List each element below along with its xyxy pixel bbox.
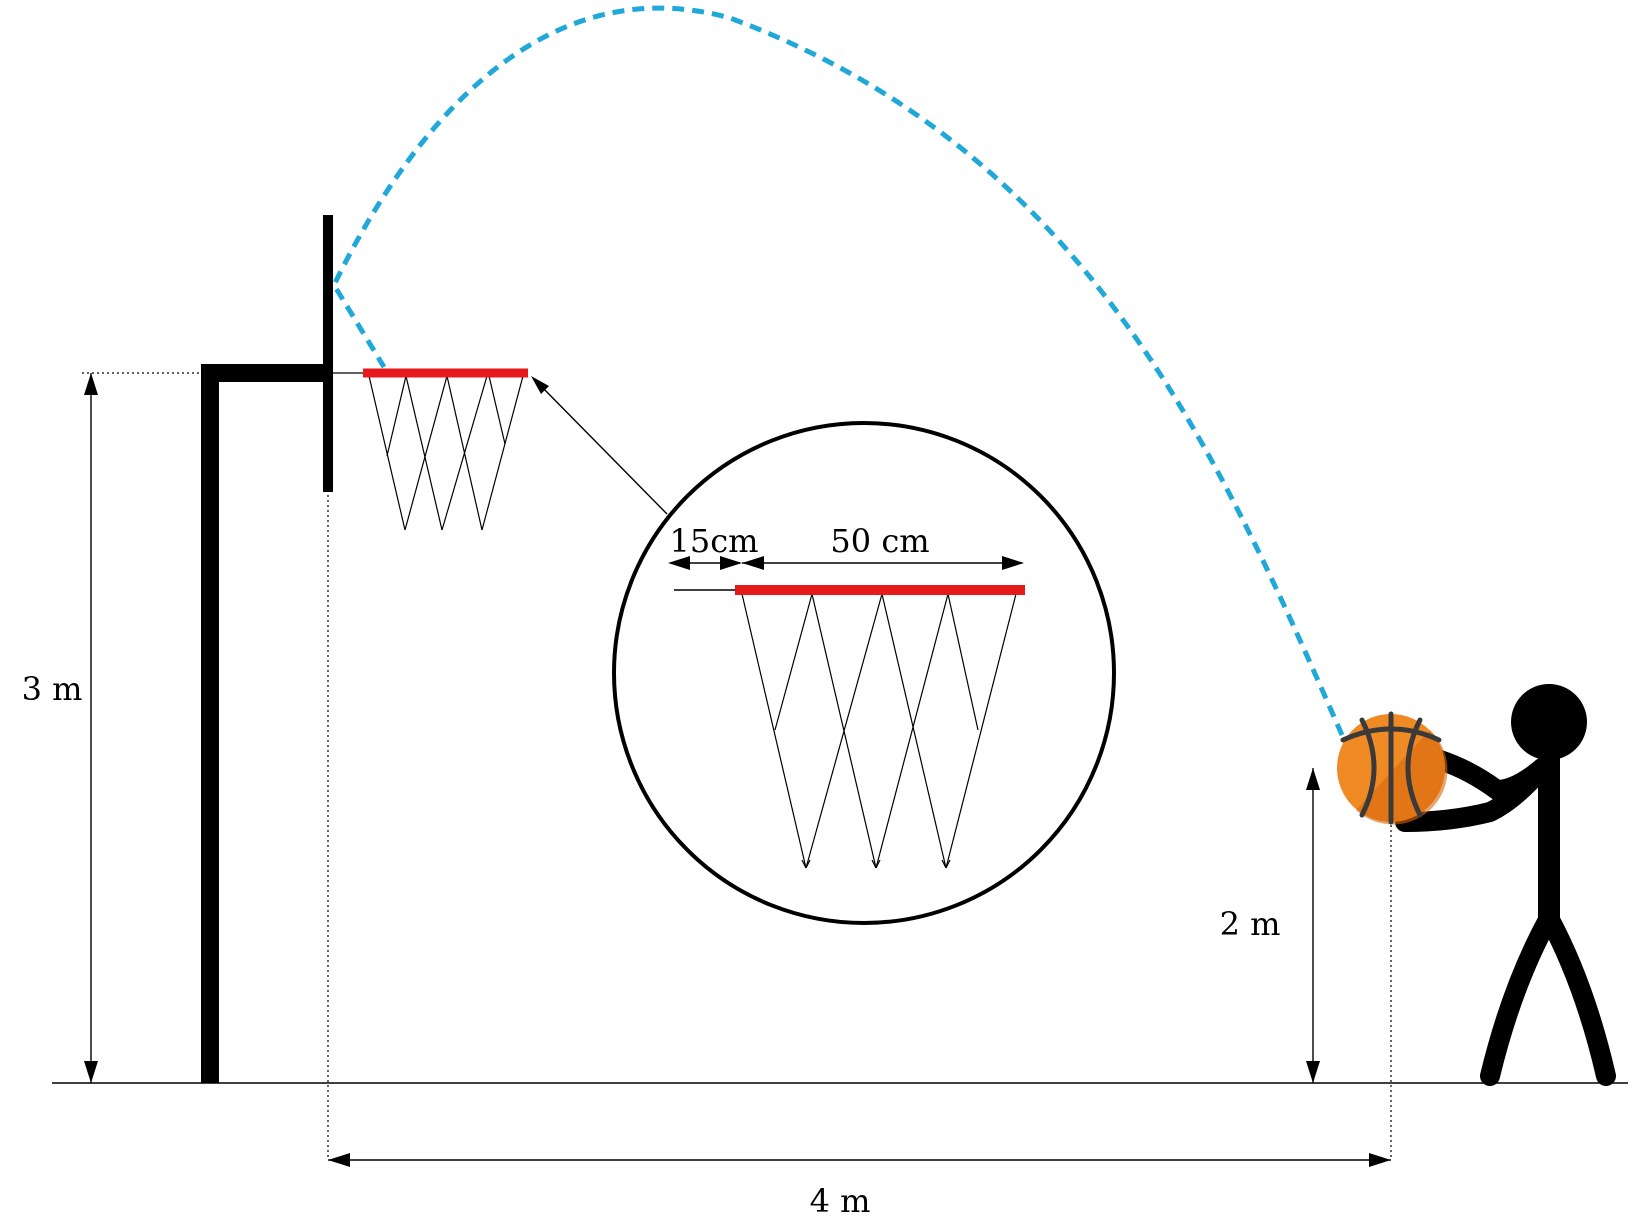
gap-dimension-arrow bbox=[668, 556, 742, 570]
gap-label: 15cm bbox=[670, 522, 759, 560]
hoop-net bbox=[368, 375, 524, 531]
magnifier-circle bbox=[612, 421, 1116, 925]
hoop-height-dimension bbox=[82, 372, 200, 1083]
rim-diameter-label: 50 cm bbox=[830, 522, 929, 560]
release-height-dimension bbox=[1306, 768, 1320, 1083]
hoop-height-label: 3 m bbox=[22, 670, 83, 708]
magnified-detail: 15cm 50 cm bbox=[668, 522, 1025, 869]
stick-figure-icon bbox=[1395, 684, 1616, 1086]
hoop-stand bbox=[201, 364, 330, 1083]
ball-trajectory bbox=[331, 5, 1345, 737]
release-height-label: 2 m bbox=[1220, 905, 1281, 943]
zoom-leader-arrow bbox=[531, 376, 668, 515]
rim-dimension-arrow bbox=[742, 556, 1024, 570]
horizontal-distance-dimension bbox=[327, 495, 1392, 1167]
magnified-net bbox=[741, 593, 1017, 869]
basketball-icon bbox=[1337, 711, 1448, 825]
horizontal-distance-label: 4 m bbox=[810, 1182, 871, 1220]
